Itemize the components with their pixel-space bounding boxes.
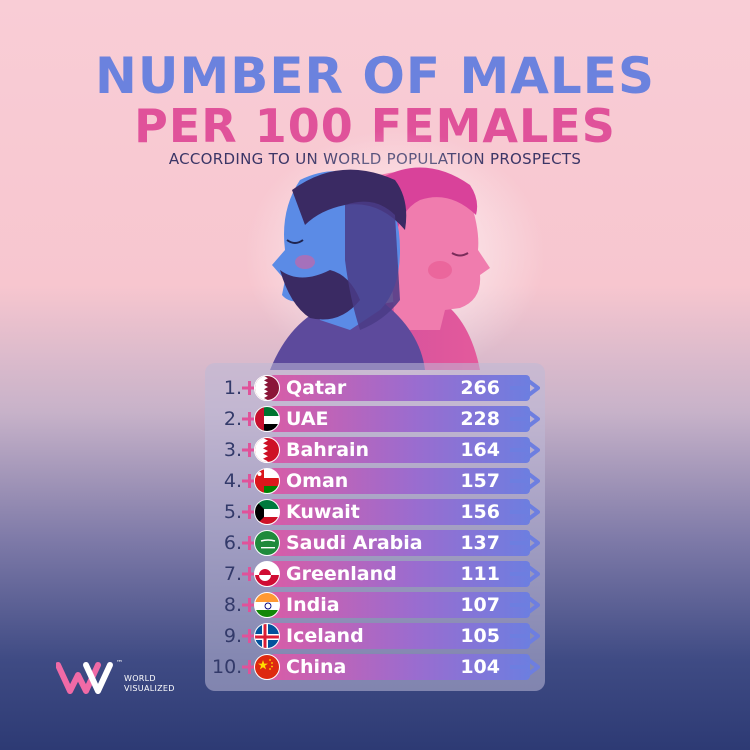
country-name: India	[286, 594, 340, 616]
rank-number: 7.	[223, 563, 242, 585]
trademark-symbol: ™	[116, 659, 123, 667]
kuwait-flag-icon	[254, 499, 280, 525]
brand-line2: VISUALIZED	[124, 684, 175, 693]
ranking-row: 7. Greenland 111	[220, 561, 540, 587]
country-name: Oman	[286, 470, 349, 492]
ranking-row: 2. UAE 228	[220, 406, 540, 432]
oman-flag-icon	[254, 468, 280, 494]
rank-number: 3.	[223, 439, 242, 461]
male-arrow-icon	[510, 594, 540, 616]
rank-number: 4.	[223, 470, 242, 492]
males-per-100-females-value: 107	[460, 594, 500, 616]
male-arrow-icon	[510, 377, 540, 399]
brand-line1: WORLD	[124, 674, 156, 683]
ranking-row: 10. China 104	[212, 654, 540, 680]
males-per-100-females-value: 266	[460, 377, 500, 399]
male-arrow-icon	[510, 625, 540, 647]
brand-name: WORLD VISUALIZED	[124, 674, 175, 694]
males-per-100-females-value: 156	[460, 501, 500, 523]
rank-number: 8.	[223, 594, 242, 616]
ranking-bar	[270, 623, 530, 649]
chart-title-line1: NUMBER OF MALES	[95, 47, 655, 105]
ranking-bar	[270, 406, 530, 432]
country-name: Kuwait	[286, 501, 360, 523]
ranking-bar	[270, 561, 530, 587]
males-per-100-females-value: 105	[460, 625, 500, 647]
ranking-row: 8. India 107	[220, 592, 540, 618]
greenland-flag-icon	[254, 561, 280, 587]
male-arrow-icon	[510, 656, 540, 678]
rank-number: 10.	[212, 656, 243, 678]
world-visualized-logo-icon: ™	[56, 659, 123, 694]
ranking-row: 5. Kuwait 156	[220, 499, 540, 525]
male-arrow-icon	[510, 439, 540, 461]
rank-number: 2.	[223, 408, 242, 430]
rank-number: 1.	[223, 377, 242, 399]
india-flag-icon	[254, 592, 280, 618]
rank-number: 6.	[223, 532, 242, 554]
ranking-bar	[270, 468, 530, 494]
ranking-row: 3. Bahrain 164	[220, 437, 540, 463]
china-flag-icon	[254, 654, 280, 680]
males-per-100-females-value: 164	[460, 439, 500, 461]
males-per-100-females-value: 157	[460, 470, 500, 492]
ranking-bar	[270, 437, 530, 463]
ranking-bar	[270, 530, 530, 556]
qatar-flag-icon	[254, 375, 280, 401]
males-per-100-females-value: 111	[460, 563, 500, 585]
male-arrow-icon	[510, 563, 540, 585]
ranking-bar	[270, 592, 530, 618]
country-name: Qatar	[286, 377, 347, 399]
country-name: Saudi Arabia	[286, 532, 423, 554]
ranking-row: 6. Saudi Arabia 137	[220, 530, 540, 556]
ranking-bar	[270, 375, 530, 401]
male-arrow-icon	[510, 408, 540, 430]
male-arrow-icon	[510, 532, 540, 554]
male-arrow-icon	[510, 501, 540, 523]
males-per-100-females-value: 228	[460, 408, 500, 430]
saudi-arabia-flag-icon	[254, 530, 280, 556]
ranking-bar	[270, 499, 530, 525]
males-per-100-females-value: 137	[460, 532, 500, 554]
ranking-bar	[270, 654, 530, 680]
bahrain-flag-icon	[254, 437, 280, 463]
country-name: China	[286, 656, 347, 678]
iceland-flag-icon	[254, 623, 280, 649]
males-per-100-females-value: 104	[460, 656, 500, 678]
ranking-row: 1. Qatar 266	[220, 375, 540, 401]
ranking-row: 9. Iceland 105	[220, 623, 540, 649]
ranking-row: 4. Oman 157	[220, 468, 540, 494]
uae-flag-icon	[254, 406, 280, 432]
male-arrow-icon	[510, 470, 540, 492]
country-name: Greenland	[286, 563, 397, 585]
rank-number: 5.	[223, 501, 242, 523]
country-name: UAE	[286, 408, 329, 430]
country-name: Iceland	[286, 625, 364, 647]
country-name: Bahrain	[286, 439, 370, 461]
rank-number: 9.	[223, 625, 242, 647]
